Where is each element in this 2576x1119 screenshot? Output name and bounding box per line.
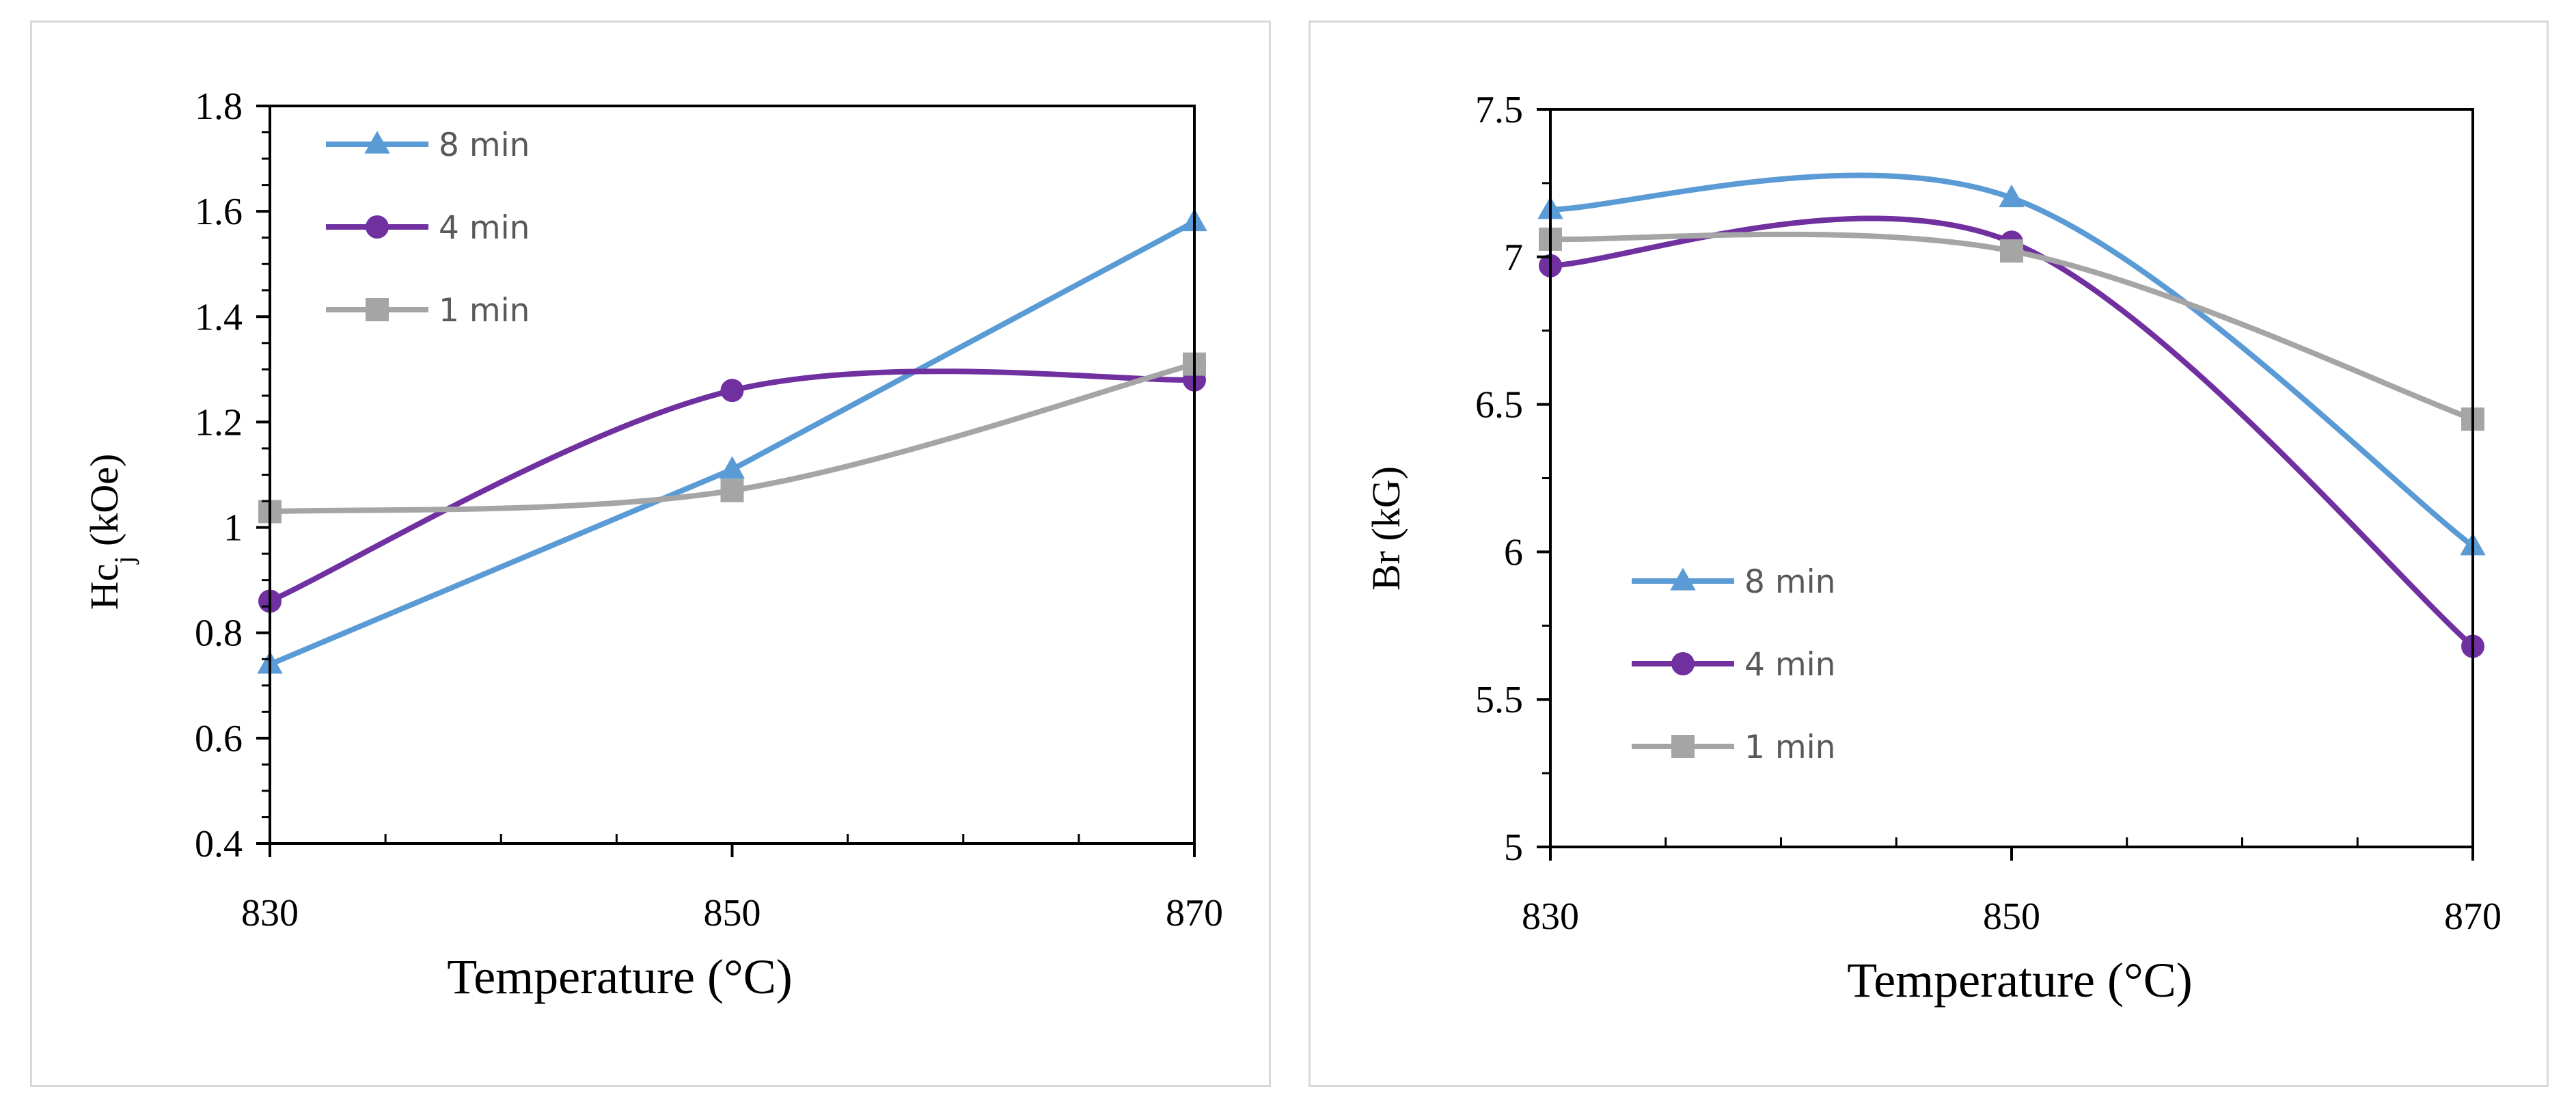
hcj-chart: 0.4 0.6 0.8 1 1.2 1.4 1.6 1.8 830 850 870 Temperat… [82, 85, 1223, 1004]
y-tick-label: 6.5 [1475, 384, 1523, 427]
y-tick-label: 7 [1504, 237, 1523, 279]
chart-panel-br: 5 5.5 6 6.5 7 7.5 830 850 870 Temperature (°C) B… [1308, 21, 2549, 1087]
series-line-8-min [267, 219, 1197, 667]
x-tick-label: 870 [2444, 895, 2502, 938]
legend-label: 4 min [439, 209, 530, 247]
x-tick-label: 830 [241, 892, 299, 934]
legend-entry-8-min: 8 min [1632, 563, 1835, 601]
legend-marker [1671, 735, 1695, 758]
y-axis-title-main: Hc [82, 564, 126, 610]
y-axis-title: Hcj (kOe) [82, 454, 139, 610]
x-axis-title: Temperature (°C) [447, 949, 793, 1004]
x-tick-label: 850 [1983, 895, 2040, 938]
legend-entry-1-min: 1 min [1632, 729, 1835, 766]
legend-marker [1670, 567, 1696, 591]
x-tick-label: 830 [1522, 895, 1579, 938]
legend-label: 4 min [1744, 646, 1835, 684]
y-tick-label: 5.5 [1475, 679, 1523, 721]
x-axis-title: Temperature (°C) [1847, 953, 2193, 1008]
legend-entry-4-min: 4 min [326, 209, 530, 247]
br-chart: 5 5.5 6 6.5 7 7.5 830 850 870 Temperature (°C) B… [1364, 89, 2502, 1008]
legend-marker [364, 131, 390, 154]
chart-panel-hcj: 0.4 0.6 0.8 1 1.2 1.4 1.6 1.8 830 850 870 Temperat… [30, 21, 1271, 1087]
legend-entry-4-min: 4 min [1632, 646, 1835, 684]
y-tick-label: 0.6 [195, 718, 243, 760]
y-tick-label: 0.8 [195, 612, 243, 655]
y-tick-label: 1.4 [195, 296, 243, 338]
y-axis-title-unit: (kOe) [82, 454, 126, 556]
legend-label: 1 min [1744, 729, 1835, 766]
y-tick-label: 1.8 [195, 85, 243, 128]
legend-marker [366, 215, 389, 239]
y-axis-title-sub: j [109, 556, 139, 565]
y-tick-label: 7.5 [1475, 89, 1523, 131]
legend-label: 1 min [439, 292, 530, 329]
legend-entry-8-min: 8 min [326, 126, 530, 164]
y-tick-label: 1.6 [195, 191, 243, 233]
y-tick-label: 1.2 [195, 401, 243, 444]
legend-entry-1-min: 1 min [326, 292, 530, 329]
data-point-1-min [720, 478, 744, 502]
legend-marker [366, 298, 389, 321]
y-tick-label: 5 [1504, 826, 1523, 869]
legend-label: 8 min [439, 126, 530, 164]
y-axis-title: Br (kG) [1364, 466, 1408, 591]
x-tick-label: 850 [704, 892, 761, 934]
legend-marker [1671, 652, 1695, 675]
data-point-8-min [1999, 184, 2025, 208]
y-tick-label: 0.4 [195, 823, 243, 865]
legend-label: 8 min [1744, 563, 1835, 601]
y-tick-label: 1 [223, 507, 243, 550]
data-point-1-min [2000, 239, 2023, 263]
y-tick-label: 6 [1504, 531, 1523, 574]
data-point-4-min [720, 379, 744, 403]
data-point-8-min [719, 456, 745, 479]
series-line-4-min [1548, 215, 2476, 649]
x-tick-label: 870 [1166, 892, 1223, 934]
